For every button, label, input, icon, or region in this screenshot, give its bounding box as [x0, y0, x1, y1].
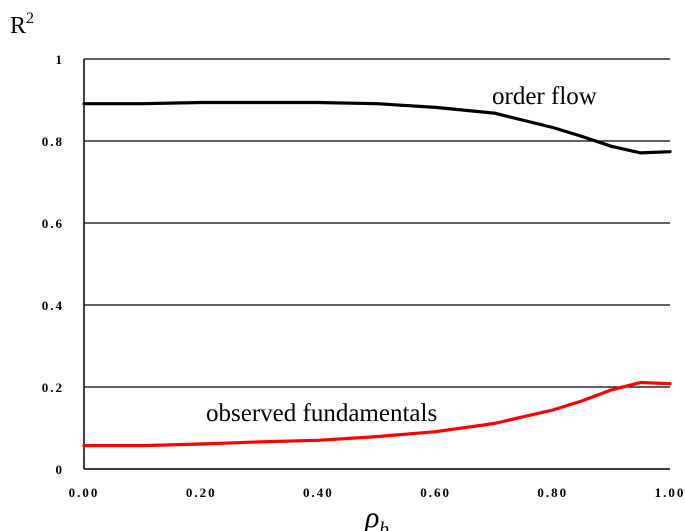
series-line-order-flow: [82, 100, 672, 155]
annotation-order-flow: order flow: [492, 83, 597, 110]
y-tick-label: 0.8: [42, 134, 64, 149]
series-line-observed-fundamentals: [82, 380, 672, 448]
y-tick-labels: 0 0.2 0.4 0.6 0.8 1: [42, 52, 65, 477]
x-tick-label: 1.00: [655, 485, 685, 500]
y-tick-label: 0.4: [42, 298, 64, 313]
y-tick-label: 1: [56, 52, 65, 67]
y-tick-label: 0.2: [42, 380, 64, 395]
x-tick-label: 0.00: [69, 485, 100, 500]
gridlines: [84, 58, 670, 388]
axes: [83, 59, 670, 470]
x-tick-label: 0.60: [420, 485, 451, 500]
y-tick-label: 0.6: [42, 216, 64, 231]
x-tick-label: 0.80: [537, 485, 568, 500]
x-tick-label: 0.20: [186, 485, 217, 500]
series-lines: [82, 100, 672, 448]
x-tick-label: 0.40: [303, 485, 334, 500]
annotation-observed-fundamentals: observed fundamentals: [206, 400, 437, 427]
x-tick-labels: 0.00 0.20 0.40 0.60 0.80 1.00: [69, 485, 685, 500]
y-axis-label: R2: [10, 10, 34, 39]
y-tick-label: 0: [56, 462, 65, 477]
x-axis-label: ρb: [364, 501, 389, 531]
